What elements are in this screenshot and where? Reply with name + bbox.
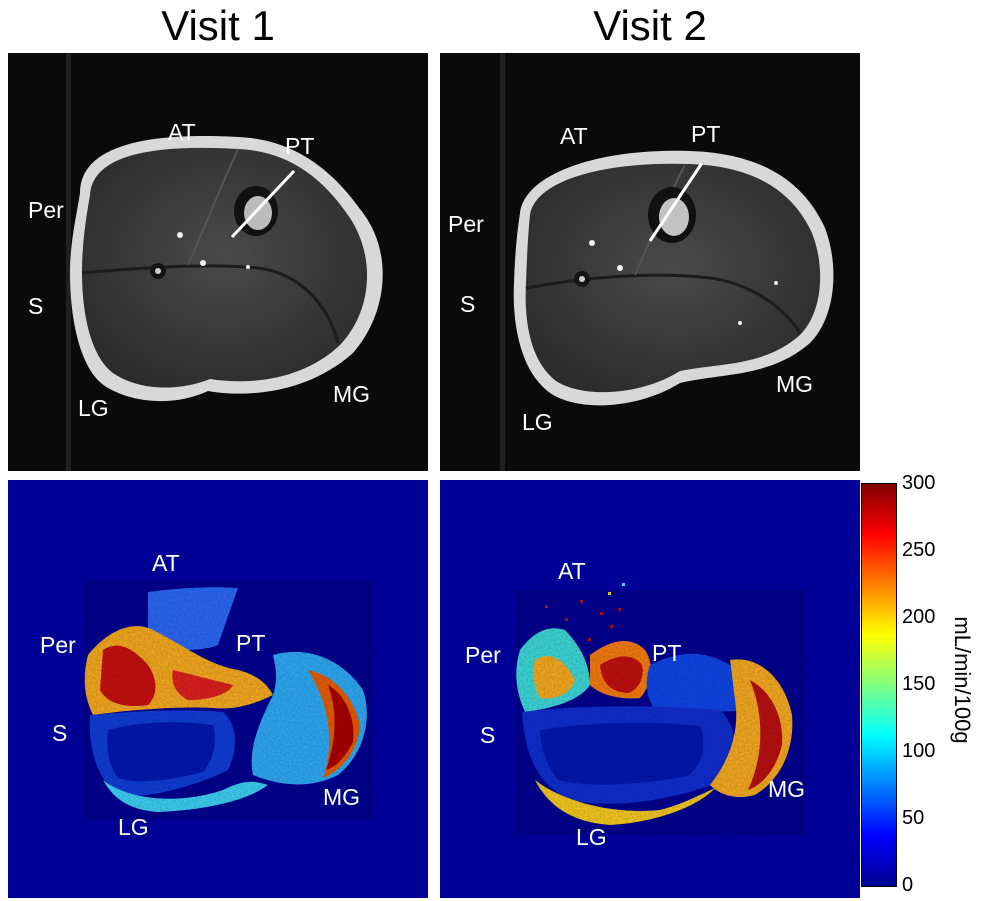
colorbar-tick-label: 200 bbox=[902, 606, 936, 628]
perf-2-label-lg: LG bbox=[576, 824, 607, 850]
anat-2-label-s: S bbox=[460, 291, 476, 317]
colorbar-tick-label: 300 bbox=[902, 472, 936, 494]
anat-1-label-at: AT bbox=[168, 119, 196, 145]
perf-2-label-at: AT bbox=[558, 558, 586, 584]
anat-2-label-pt: PT bbox=[691, 121, 721, 147]
colorbar-tick-label: 0 bbox=[902, 874, 914, 896]
perf-1-label-pt: PT bbox=[236, 630, 266, 656]
anat-1-label-per: Per bbox=[28, 197, 64, 223]
anat-2-label-at: AT bbox=[560, 123, 588, 149]
anat-1-label-lg: LG bbox=[78, 395, 109, 421]
visit-2-title: Visit 2 bbox=[593, 2, 707, 49]
colorbar-tick-label: 100 bbox=[902, 740, 936, 762]
perf-2-label-mg: MG bbox=[768, 776, 806, 802]
perf-1-label-lg: LG bbox=[118, 814, 149, 840]
visit-1-title: Visit 1 bbox=[161, 2, 275, 49]
anat-1-label-mg: MG bbox=[333, 381, 371, 407]
perf-1-label-at: AT bbox=[152, 550, 180, 576]
anat-2-label-mg: MG bbox=[776, 371, 814, 397]
perf-1-label-per: Per bbox=[40, 632, 76, 658]
colorbar-tick-label: 50 bbox=[902, 807, 925, 829]
perf-1-label-s: S bbox=[52, 720, 68, 746]
colorbar-tick-label: 150 bbox=[902, 673, 936, 695]
visit-1-perfusion-map: AT PT Per S LG MG bbox=[8, 480, 428, 898]
perf-2-label-per: Per bbox=[465, 642, 501, 668]
anat-2-label-lg: LG bbox=[522, 409, 553, 435]
visit-2-anatomical-image: AT PT Per S LG MG bbox=[440, 53, 860, 471]
anat-2-label-per: Per bbox=[448, 211, 484, 237]
visit-2-perfusion-map: AT PT Per S LG MG bbox=[440, 480, 860, 898]
colorbar-unit-label: mL/min/100g bbox=[950, 616, 975, 744]
perf-2-label-s: S bbox=[480, 722, 496, 748]
perf-2-label-pt: PT bbox=[652, 640, 682, 666]
colorbar-tick-label: 250 bbox=[902, 539, 936, 561]
anat-1-label-pt: PT bbox=[285, 133, 315, 159]
perf-1-label-mg: MG bbox=[323, 784, 361, 810]
anat-1-label-s: S bbox=[28, 293, 44, 319]
visit-1-anatomical-image: AT PT Per S LG MG bbox=[8, 53, 428, 471]
perfusion-colorbar bbox=[861, 483, 897, 887]
